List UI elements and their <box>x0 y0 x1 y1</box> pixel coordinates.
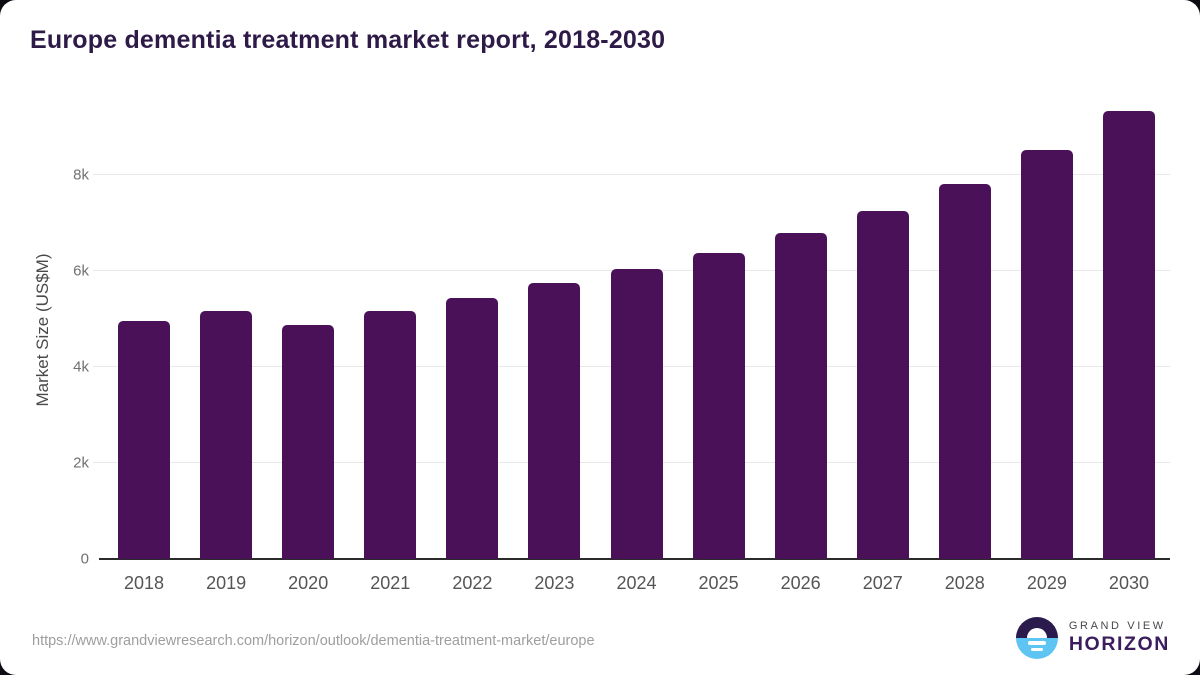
x-tick-label: 2026 <box>780 573 821 593</box>
bar-2018[interactable] <box>118 321 171 559</box>
bar-2023[interactable] <box>528 282 581 559</box>
bar-2022[interactable] <box>446 297 499 559</box>
bar-2019[interactable] <box>200 311 253 559</box>
y-tick-label: 8k <box>73 166 89 184</box>
x-tick-label: 2019 <box>206 573 247 593</box>
bar-2027[interactable] <box>856 210 909 559</box>
horizon-line-icon <box>1030 647 1043 651</box>
bar-2028[interactable] <box>938 183 991 559</box>
x-tick-label: 2020 <box>288 573 329 593</box>
y-tick-label: 0 <box>80 550 89 568</box>
y-tick-label: 4k <box>73 358 89 376</box>
logo-text-grand-view: GRAND VIEW <box>1068 620 1166 633</box>
bar-2020[interactable] <box>282 324 335 559</box>
x-tick-label: 2022 <box>452 573 493 593</box>
bar-2029[interactable] <box>1020 150 1073 559</box>
y-tick-label: 6k <box>73 262 89 280</box>
x-tick-label: 2028 <box>944 573 985 593</box>
x-tick-label: 2023 <box>534 573 575 593</box>
x-axis-line <box>99 558 1170 560</box>
bar-2024[interactable] <box>610 269 663 559</box>
y-tick-label: 2k <box>73 454 89 472</box>
bar-2026[interactable] <box>774 233 827 559</box>
x-tick-label: 2030 <box>1108 573 1149 593</box>
logo-text: GRAND VIEW HORIZON <box>1069 620 1170 655</box>
bar-2030[interactable] <box>1102 111 1155 559</box>
x-tick-label: 2018 <box>124 573 165 593</box>
y-axis-title: Market Size (US$M) <box>33 253 52 407</box>
horizon-line-icon <box>1027 641 1046 645</box>
bar-2021[interactable] <box>364 311 417 559</box>
bar-2025[interactable] <box>692 252 745 559</box>
plot-area: 0 2k 4k 6k 8k 2018 2019 2020 2021 2022 2023 2024 202… <box>73 100 1170 592</box>
chart-title: Europe dementia treatment market report,… <box>30 26 666 54</box>
x-tick-label: 2029 <box>1026 573 1067 593</box>
x-tick-label: 2021 <box>370 573 411 593</box>
x-tick-label: 2024 <box>616 573 657 593</box>
gridline-8k <box>93 173 1170 175</box>
source-url: https://www.grandviewresearch.com/horizo… <box>32 633 595 649</box>
grand-view-horizon-logo-icon <box>1015 617 1058 659</box>
logo-text-horizon: HORIZON <box>1068 633 1170 656</box>
x-tick-label: 2027 <box>862 573 903 593</box>
x-tick-label: 2025 <box>698 573 739 593</box>
grand-view-horizon-logo[interactable]: GRAND VIEW HORIZON <box>1015 617 1170 659</box>
sun-icon <box>1026 628 1047 638</box>
